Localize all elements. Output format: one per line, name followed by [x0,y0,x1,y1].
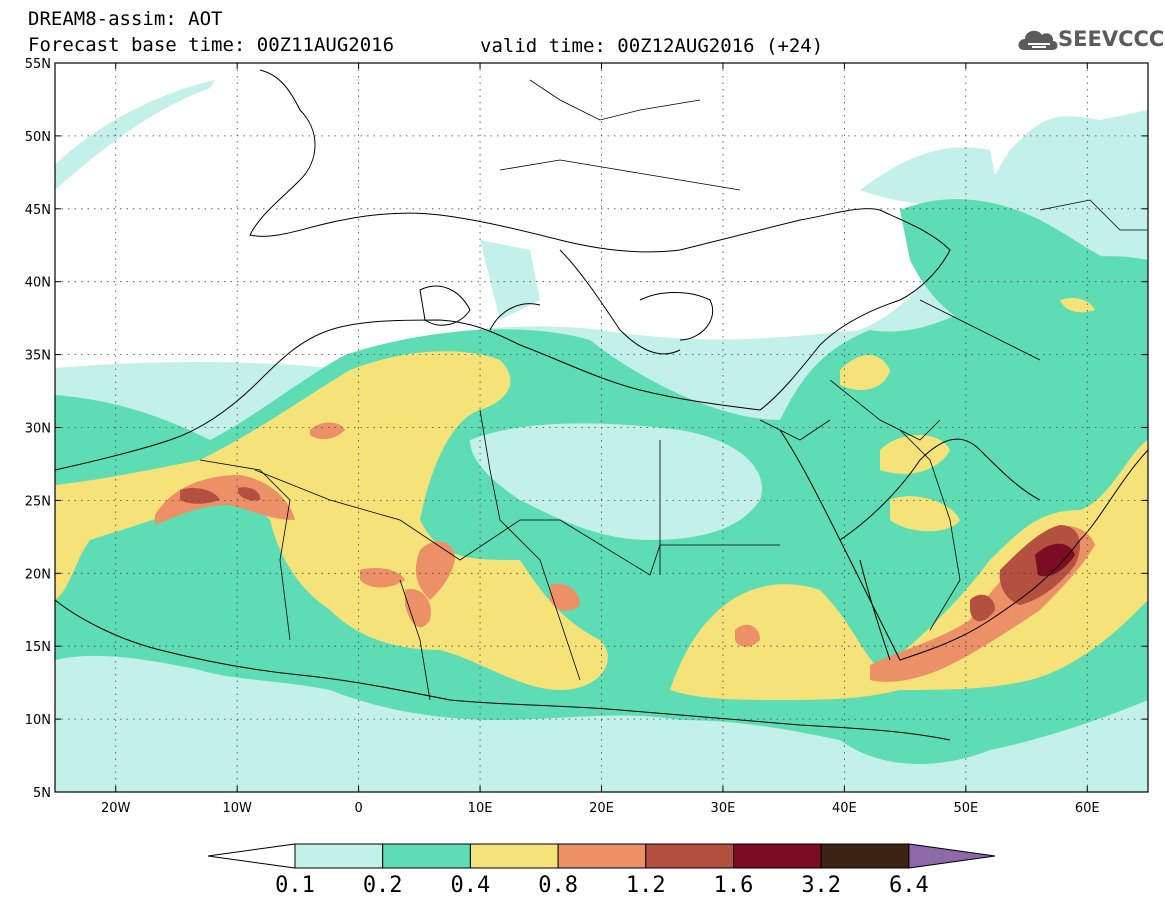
coastlines [55,69,1148,741]
lon-tick-label: 0 [354,801,362,816]
aot-contour-1.6 [1035,543,1075,577]
lon-tick-label: 10E [468,801,493,816]
colorbar-label: 0.1 [275,873,315,898]
colorbar-bin [645,843,734,869]
colorbar-bin [557,843,647,869]
colorbar-label: 6.4 [889,873,929,898]
logo-text: SEEVCCC [1058,27,1165,51]
lat-tick-label: 25N [25,494,51,509]
valid-time: valid time: 00Z12AUG2016 (+24) [480,35,824,57]
product-title: DREAM8-assim: AOT [28,8,223,30]
colorbar-label: 3.2 [801,873,841,898]
lat-tick-label: 30N [25,422,51,437]
lon-tick-label: 50E [953,801,978,816]
colorbar-bin [294,843,384,869]
lat-tick-label: 40N [25,276,51,291]
lon-tick-label: 10W [222,801,252,816]
lat-tick-label: 10N [25,713,51,728]
map-axes: 20W 10W 0 10E 20E 30E 40E 50E 60E 5N 10N 15N 20N 25N 3… [25,57,1148,816]
aot-contour-0.4 [55,298,1148,700]
lat-tick-label: 35N [25,349,51,364]
colorbar-over-arrow [908,843,996,869]
lon-tick-label: 20W [101,801,131,816]
lat-tick-label: 50N [25,130,51,145]
colorbar-label: 0.2 [363,873,403,898]
lat-tick-label: 45N [25,203,51,218]
colorbar-label: 0.4 [451,873,491,898]
colorbar-bin [733,843,822,869]
graticule [55,63,1148,792]
cloud-logo-icon [1018,30,1058,50]
colorbar-bin [469,843,559,869]
aot-field [55,63,1148,792]
colorbar-label: 0.8 [538,873,578,898]
country-borders [199,79,1148,701]
lat-tick-label: 5N [33,786,51,801]
colorbar-under-arrow [207,843,296,869]
lon-tick-label: 40E [832,801,857,816]
lat-tick-label: 55N [25,57,51,72]
lon-tick-label: 30E [711,801,736,816]
lat-tick-label: 15N [25,640,51,655]
lat-tick-label: 20N [25,567,51,582]
forecast-base-time: Forecast base time: 00Z11AUG2016 [28,34,395,56]
colorbar-label: 1.2 [626,873,666,898]
colorbar-bin [382,843,471,869]
colorbar-label: 1.6 [714,873,754,898]
lon-tick-label: 60E [1075,801,1100,816]
lon-tick-label: 20E [589,801,614,816]
colorbar-bin [820,843,910,869]
